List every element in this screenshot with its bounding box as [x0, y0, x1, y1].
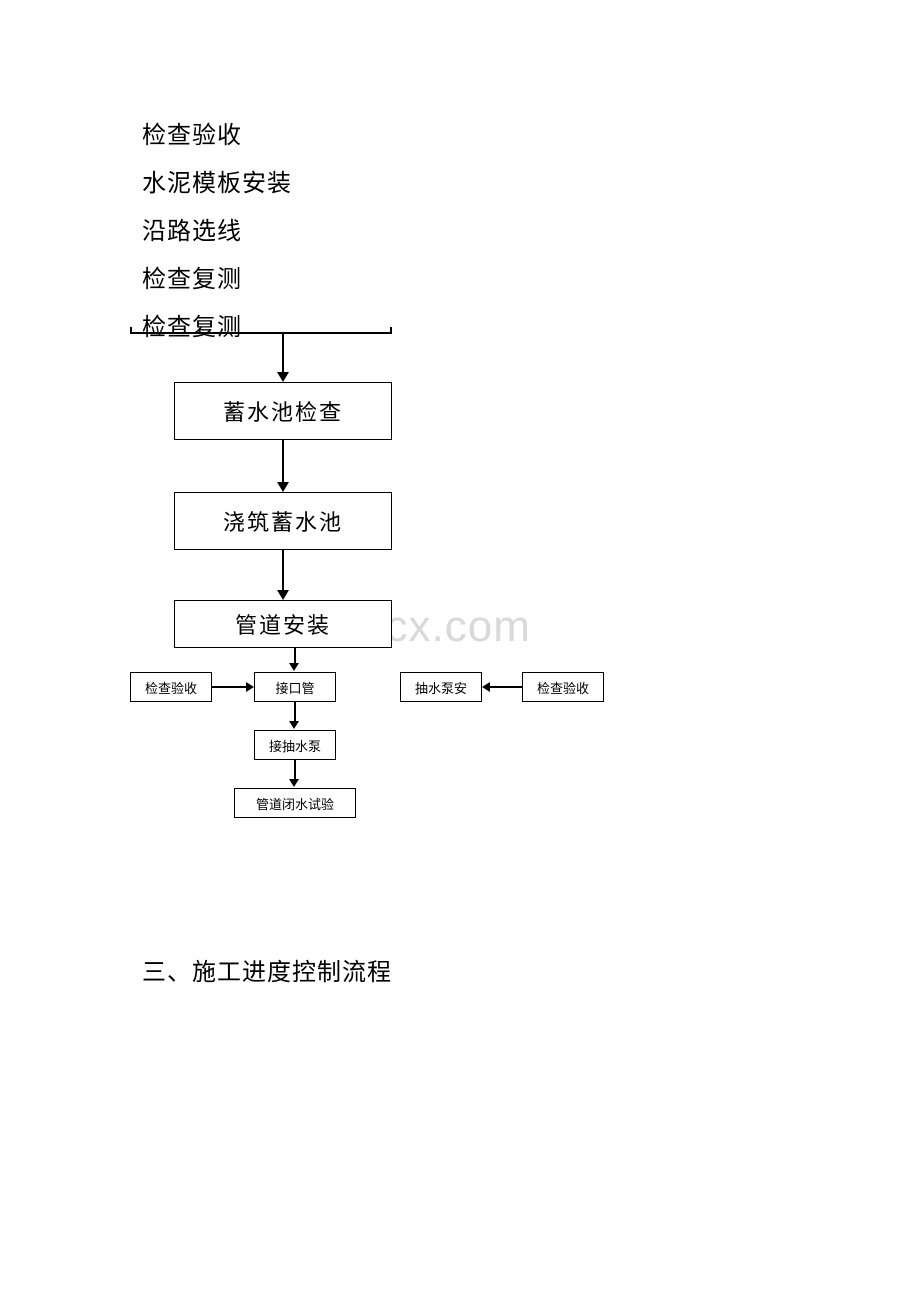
arrow-head-icon — [289, 663, 299, 671]
flow-node-reservoir-check: 蓄水池检查 — [174, 382, 392, 440]
node-label: 管道闭水试验 — [256, 794, 334, 813]
arrow-head-icon — [289, 779, 299, 787]
arrow-head-icon — [277, 482, 289, 492]
top-bar-tick — [130, 327, 132, 333]
node-label: 浇筑蓄水池 — [223, 505, 343, 537]
arrow-connector — [282, 332, 284, 374]
node-label: 管道安装 — [235, 608, 331, 640]
arrow-connector — [282, 440, 284, 484]
text-line: 检查复测 — [142, 256, 292, 304]
flow-node-connect-pump: 接抽水泵 — [254, 730, 336, 760]
top-bar — [130, 332, 392, 334]
arrow-head-icon — [246, 682, 254, 692]
arrow-head-icon — [482, 682, 490, 692]
arrow-head-icon — [277, 372, 289, 382]
flow-node-water-test: 管道闭水试验 — [234, 788, 356, 818]
node-label: 接抽水泵 — [269, 736, 321, 755]
section-heading: 三、施工进度控制流程 — [142, 952, 392, 987]
node-label: 检查验收 — [145, 678, 197, 697]
flow-node-pipe-install: 管道安装 — [174, 600, 392, 648]
flow-node-pump-install: 抽水泵安 — [400, 672, 482, 702]
text-line: 沿路选线 — [142, 208, 292, 256]
node-label: 抽水泵安 — [415, 678, 467, 697]
arrow-connector — [488, 686, 522, 688]
node-label: 蓄水池检查 — [223, 395, 343, 427]
flow-node-check-accept-left: 检查验收 — [130, 672, 212, 702]
flowchart-container: 蓄水池检查 浇筑蓄水池 管道安装 检查验收 接口管 抽水泵安 检查验收 接抽水泵 — [142, 332, 762, 872]
arrow-connector — [212, 686, 248, 688]
arrow-head-icon — [277, 590, 289, 600]
flow-node-joint-pipe: 接口管 — [254, 672, 336, 702]
text-line: 检查验收 — [142, 112, 292, 160]
node-label: 检查验收 — [537, 678, 589, 697]
text-line: 水泥模板安装 — [142, 160, 292, 208]
arrow-connector — [282, 550, 284, 592]
arrow-head-icon — [289, 721, 299, 729]
node-label: 接口管 — [275, 678, 314, 697]
flow-node-pour-reservoir: 浇筑蓄水池 — [174, 492, 392, 550]
top-bar-tick — [390, 327, 392, 333]
flow-node-check-accept-right: 检查验收 — [522, 672, 604, 702]
preface-text-list: 检查验收 水泥模板安装 沿路选线 检查复测 检查复测 — [142, 112, 292, 352]
